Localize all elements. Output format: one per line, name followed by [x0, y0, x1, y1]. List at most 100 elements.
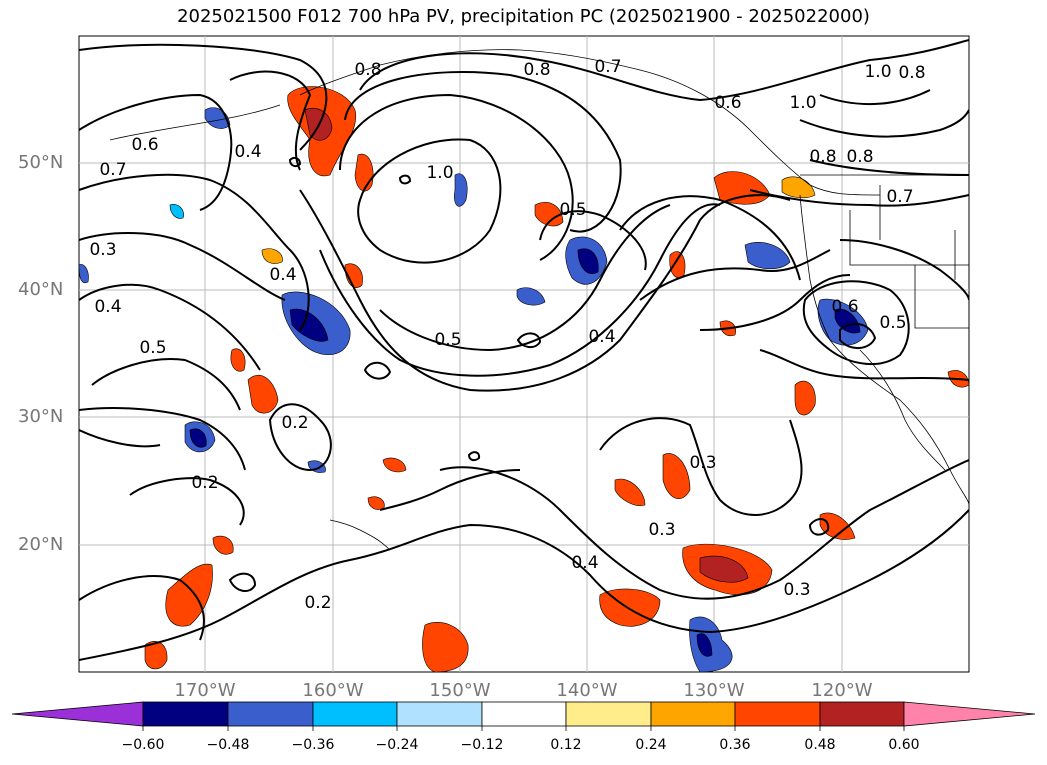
contour-line [319, 203, 721, 377]
precip-blob [79, 264, 89, 284]
contour-line [699, 274, 851, 331]
precip-blob [744, 242, 791, 270]
colorbar-tick-label: −0.12 [460, 737, 504, 753]
coastline-alaska [299, 49, 881, 196]
aleutians [109, 104, 281, 141]
lat-label: 30°N [18, 406, 64, 427]
contour-line [359, 39, 969, 102]
contour-line [129, 477, 245, 526]
hawaii [329, 519, 391, 551]
contour-label: 0.6 [131, 135, 158, 155]
contour-line [79, 232, 286, 301]
precip-blob [699, 555, 749, 583]
contour-line [467, 451, 481, 462]
contour-label: 0.5 [879, 313, 906, 333]
precip-blob [819, 512, 856, 540]
contour-label: 0.4 [234, 142, 261, 162]
contour-line [363, 361, 392, 380]
colorbar-bin [819, 701, 905, 727]
contour-line [344, 71, 622, 233]
lat-label: 40°N [18, 279, 64, 300]
precip-blob [662, 453, 691, 499]
colorbar-bin [396, 701, 483, 727]
contour-label: 0.4 [269, 265, 296, 285]
contour-label-layer: 0.8 0.8 0.7 1.0 0.8 1.0 0.6 0.8 0.8 0.7 … [89, 57, 925, 613]
contour-label: 0.8 [809, 147, 836, 167]
colorbar-tick-label: 0.48 [804, 737, 836, 753]
map-frame [78, 35, 970, 673]
precip-blob [422, 622, 469, 672]
contour-line [79, 407, 246, 471]
colorbar-tick-label: −0.48 [206, 737, 250, 753]
colorbar-bin [227, 701, 314, 727]
colorbar-bin [650, 701, 736, 727]
precip-blob [261, 248, 283, 264]
lon-label: 120°W [811, 680, 873, 701]
precip-blob [614, 478, 646, 506]
contour-label: 1.0 [789, 93, 816, 113]
precip-blob [516, 287, 546, 306]
contour-line [229, 70, 312, 171]
contour-label: 0.5 [139, 338, 166, 358]
contour-label: 0.4 [94, 297, 121, 317]
contour-line [228, 572, 257, 592]
lat-label: 20°N [18, 534, 64, 555]
colorbar-bin [565, 701, 652, 727]
precip-blob [230, 348, 246, 372]
colorbar-tick-label: 0.24 [635, 737, 667, 753]
lon-label: 160°W [302, 680, 364, 701]
colorbar-tick-label: 0.60 [888, 737, 920, 753]
contour-label: 0.6 [714, 93, 741, 113]
contour-label: 0.8 [898, 63, 925, 83]
contour-line [802, 280, 910, 366]
contour-line [79, 43, 328, 151]
contour-line [839, 239, 969, 301]
border-states [849, 185, 969, 329]
colorbar-bin [734, 701, 821, 727]
contour-line [619, 195, 801, 281]
precip-blob [534, 202, 564, 227]
contour-label: 0.2 [281, 413, 308, 433]
contour-line [339, 93, 574, 261]
contour-line [379, 204, 671, 352]
contour-label: 1.0 [864, 62, 891, 82]
contour-label: 0.4 [588, 327, 615, 347]
contour-line [79, 173, 310, 331]
contour-line [357, 138, 502, 264]
contour-line [79, 429, 161, 448]
contour-label: 0.8 [354, 60, 381, 80]
contour-line [288, 156, 302, 168]
colorbar-tick-label: −0.60 [121, 737, 165, 753]
contour-line [79, 575, 205, 641]
contour-label: 0.3 [89, 240, 116, 260]
contour-line [79, 509, 969, 661]
precip-blob [577, 248, 599, 274]
colorbar-bin [312, 701, 398, 727]
contour-label: 0.7 [886, 187, 913, 207]
lat-label: 50°N [18, 152, 64, 173]
contour-label: 0.4 [571, 553, 598, 573]
colorbar-bin [481, 701, 567, 727]
lon-label: 140°W [556, 680, 618, 701]
lon-label: 150°W [429, 680, 491, 701]
contour-label: 0.3 [783, 580, 810, 600]
precip-blob [189, 428, 207, 448]
precip-blob [834, 308, 861, 334]
precip-blob [169, 204, 184, 219]
pv-contours [79, 39, 969, 661]
colorbar-tick-label: −0.24 [375, 737, 419, 753]
contour-line [808, 518, 830, 536]
colorbar [11, 701, 1036, 731]
contour-line [79, 283, 261, 371]
lon-label: 130°W [683, 680, 745, 701]
contour-line [749, 189, 969, 207]
contour-line [379, 469, 521, 511]
precip-blob [344, 263, 363, 288]
contour-line [91, 358, 241, 411]
contour-label: 0.8 [523, 60, 550, 80]
contour-line [759, 349, 969, 381]
contour-line [268, 403, 332, 472]
colorbar-extend-low [11, 701, 144, 727]
colorbar-bin [142, 701, 229, 727]
